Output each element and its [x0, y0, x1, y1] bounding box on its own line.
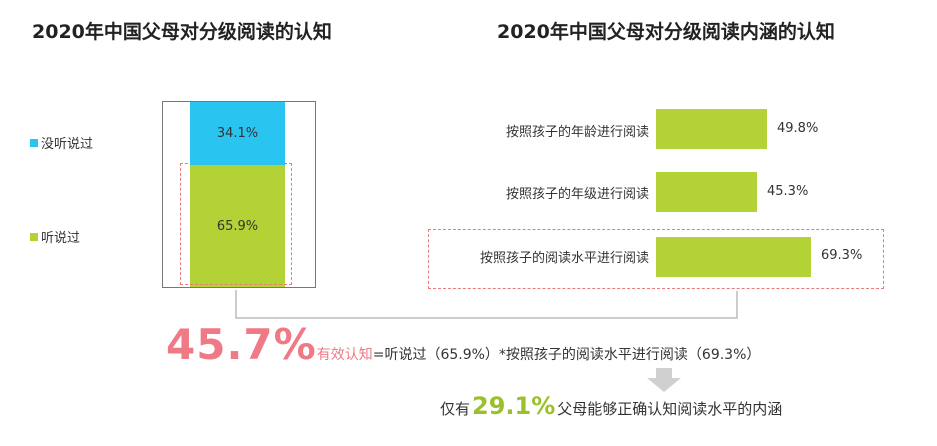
value-label-age: 49.8% — [777, 121, 819, 136]
data-label-heard: 65.9% — [216, 218, 259, 234]
category-label-level: 按照孩子的阅读水平进行阅读 — [479, 251, 649, 266]
bar-age — [656, 109, 767, 149]
formula-line: 45.7% 有效认知 =听说过（65.9%）*按照孩子的阅读水平进行阅读（69.… — [166, 320, 760, 369]
legend-item-heard: 听说过 — [30, 227, 80, 246]
bar-segment-heard: 65.9% — [190, 165, 285, 287]
legend-swatch-heard — [30, 232, 38, 241]
result-suffix: 父母能够正确认知阅读水平的内涵 — [557, 400, 783, 418]
stacked-bar-frame — [162, 101, 316, 288]
highlight-box-level — [428, 229, 884, 289]
formula-text: =听说过（65.9%）*按照孩子的阅读水平进行阅读（69.3%） — [372, 347, 761, 363]
effective-awareness-percent: 45.7% — [166, 320, 317, 369]
value-label-level: 69.3% — [821, 248, 863, 263]
result-prefix: 仅有 — [440, 400, 471, 418]
legend-item-not-heard: 没听说过 — [30, 133, 93, 152]
data-label-not-heard: 34.1% — [216, 126, 259, 141]
bar-grade — [656, 172, 757, 212]
effective-awareness-label: 有效认知 — [316, 347, 373, 363]
highlight-box-heard — [180, 163, 292, 285]
legend-label-heard: 听说过 — [41, 231, 81, 246]
bar-segment-not-heard: 34.1% — [190, 102, 285, 165]
result-percent: 29.1% — [472, 392, 556, 420]
legend-swatch-not-heard — [30, 138, 38, 147]
result-line: 仅有 29.1% 父母能够正确认知阅读水平的内涵 — [440, 392, 782, 420]
down-arrow-icon — [647, 368, 681, 392]
value-label-grade: 45.3% — [767, 184, 809, 199]
bar-level — [656, 237, 811, 277]
right-chart-title: 2020年中国父母对分级阅读内涵的认知 — [497, 21, 835, 43]
category-label-age: 按照孩子的年龄进行阅读 — [505, 125, 649, 140]
left-chart-title: 2020年中国父母对分级阅读的认知 — [32, 21, 332, 43]
legend-label-not-heard: 没听说过 — [41, 137, 94, 152]
category-label-grade: 按照孩子的年级进行阅读 — [505, 187, 649, 202]
